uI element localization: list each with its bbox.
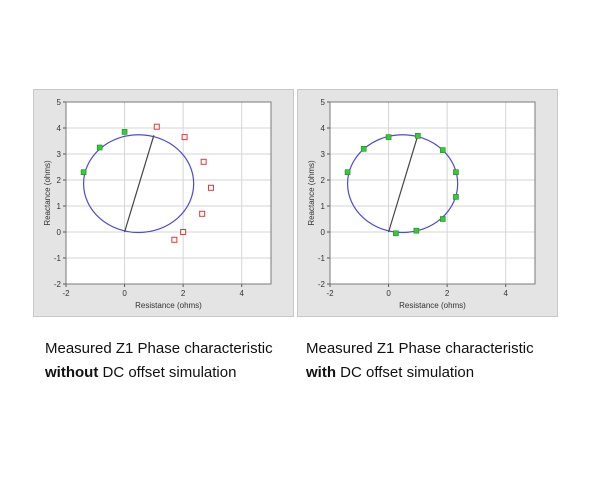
data-point-red (207, 184, 214, 191)
x-tick-label: 2 (181, 289, 186, 298)
x-axis-label: Resistance (ohms) (135, 301, 202, 310)
data-point-green (121, 129, 128, 135)
x-tick-label: -2 (62, 289, 70, 298)
y-axis-label: Reactance (ohms) (307, 160, 316, 226)
caption-line-1: Measured Z1 Phase characteristic (45, 340, 273, 357)
caption-line-2: with DC offset simulation (306, 361, 534, 385)
plot-area (65, 101, 272, 285)
x-tick-label: -2 (326, 289, 334, 298)
y-tick-label: 1 (57, 202, 62, 211)
caption-emphasis: without (45, 364, 99, 381)
y-tick-label: 5 (57, 98, 62, 107)
data-point-green (439, 216, 446, 222)
y-tick-label: 4 (57, 124, 62, 133)
data-point-green (393, 230, 399, 237)
y-tick-label: -1 (54, 254, 62, 263)
chart-panel-with-dc-offset: -2 0 2 4 -2 -1 0 1 2 3 4 5 Resistance (ohms) Reactanc… (297, 89, 558, 317)
caption-without-dc-offset: Measured Z1 Phase characteristic without… (45, 337, 273, 385)
y-tick-label: 3 (321, 150, 326, 159)
caption-with-dc-offset: Measured Z1 Phase characteristic with DC… (306, 337, 534, 385)
data-point-red (180, 229, 187, 235)
y-tick-label: 5 (321, 98, 326, 107)
y-tick-label: -2 (54, 280, 62, 289)
y-tick-label: 0 (57, 228, 62, 237)
x-tick-label: 4 (503, 289, 508, 298)
data-point-red (199, 210, 206, 217)
caption-line-2: without DC offset simulation (45, 361, 273, 385)
plot-border (65, 101, 272, 285)
plot-area (329, 101, 536, 285)
caption-rest: DC offset simulation (98, 364, 237, 381)
x-tick-label: 0 (386, 289, 391, 298)
chart-panel-without-dc-offset: -2 0 2 4 -2 -1 0 1 2 3 4 5 Resistance (ohms) Reactanc… (33, 89, 294, 317)
x-tick-label: 2 (445, 289, 450, 298)
data-point-red (200, 158, 207, 165)
impedance-plot-without-dc-offset: -2 0 2 4 -2 -1 0 1 2 3 4 5 Resistance (ohms) Reactanc… (43, 98, 272, 310)
impedance-plot-with-dc-offset: -2 0 2 4 -2 -1 0 1 2 3 4 5 Resistance (ohms) Reactanc… (307, 98, 536, 310)
reach-line (123, 135, 155, 233)
x-tick-label: 0 (122, 289, 127, 298)
data-point-red (153, 123, 160, 130)
data-point-red (181, 134, 188, 141)
data-point-green (453, 169, 459, 175)
y-tick-label: -1 (318, 254, 326, 263)
y-tick-label: 0 (321, 228, 326, 237)
caption-rest: DC offset simulation (336, 364, 475, 381)
data-point-green (96, 144, 103, 151)
data-point-green (344, 169, 351, 175)
caption-emphasis: with (306, 364, 336, 381)
y-tick-label: 1 (321, 202, 326, 211)
characteristic-circle (82, 134, 195, 234)
x-axis-label: Resistance (ohms) (399, 301, 466, 310)
characteristic-circle (346, 134, 459, 234)
reach-line (387, 135, 419, 233)
y-axis-label: Reactance (ohms) (43, 160, 52, 226)
data-point-green (453, 194, 459, 200)
data-point-green (80, 169, 87, 175)
y-tick-label: 2 (57, 176, 62, 185)
y-tick-label: 2 (321, 176, 326, 185)
x-tick-label: 4 (239, 289, 244, 298)
data-point-red (171, 236, 178, 243)
data-point-green (385, 134, 392, 140)
data-point-green (439, 147, 446, 153)
plot-border (329, 101, 536, 285)
caption-line-1: Measured Z1 Phase characteristic (306, 340, 534, 357)
y-tick-label: -2 (318, 280, 326, 289)
y-tick-label: 4 (321, 124, 326, 133)
data-point-green (360, 145, 367, 152)
data-point-green (413, 227, 420, 234)
data-point-green (415, 132, 421, 139)
y-tick-label: 3 (57, 150, 62, 159)
